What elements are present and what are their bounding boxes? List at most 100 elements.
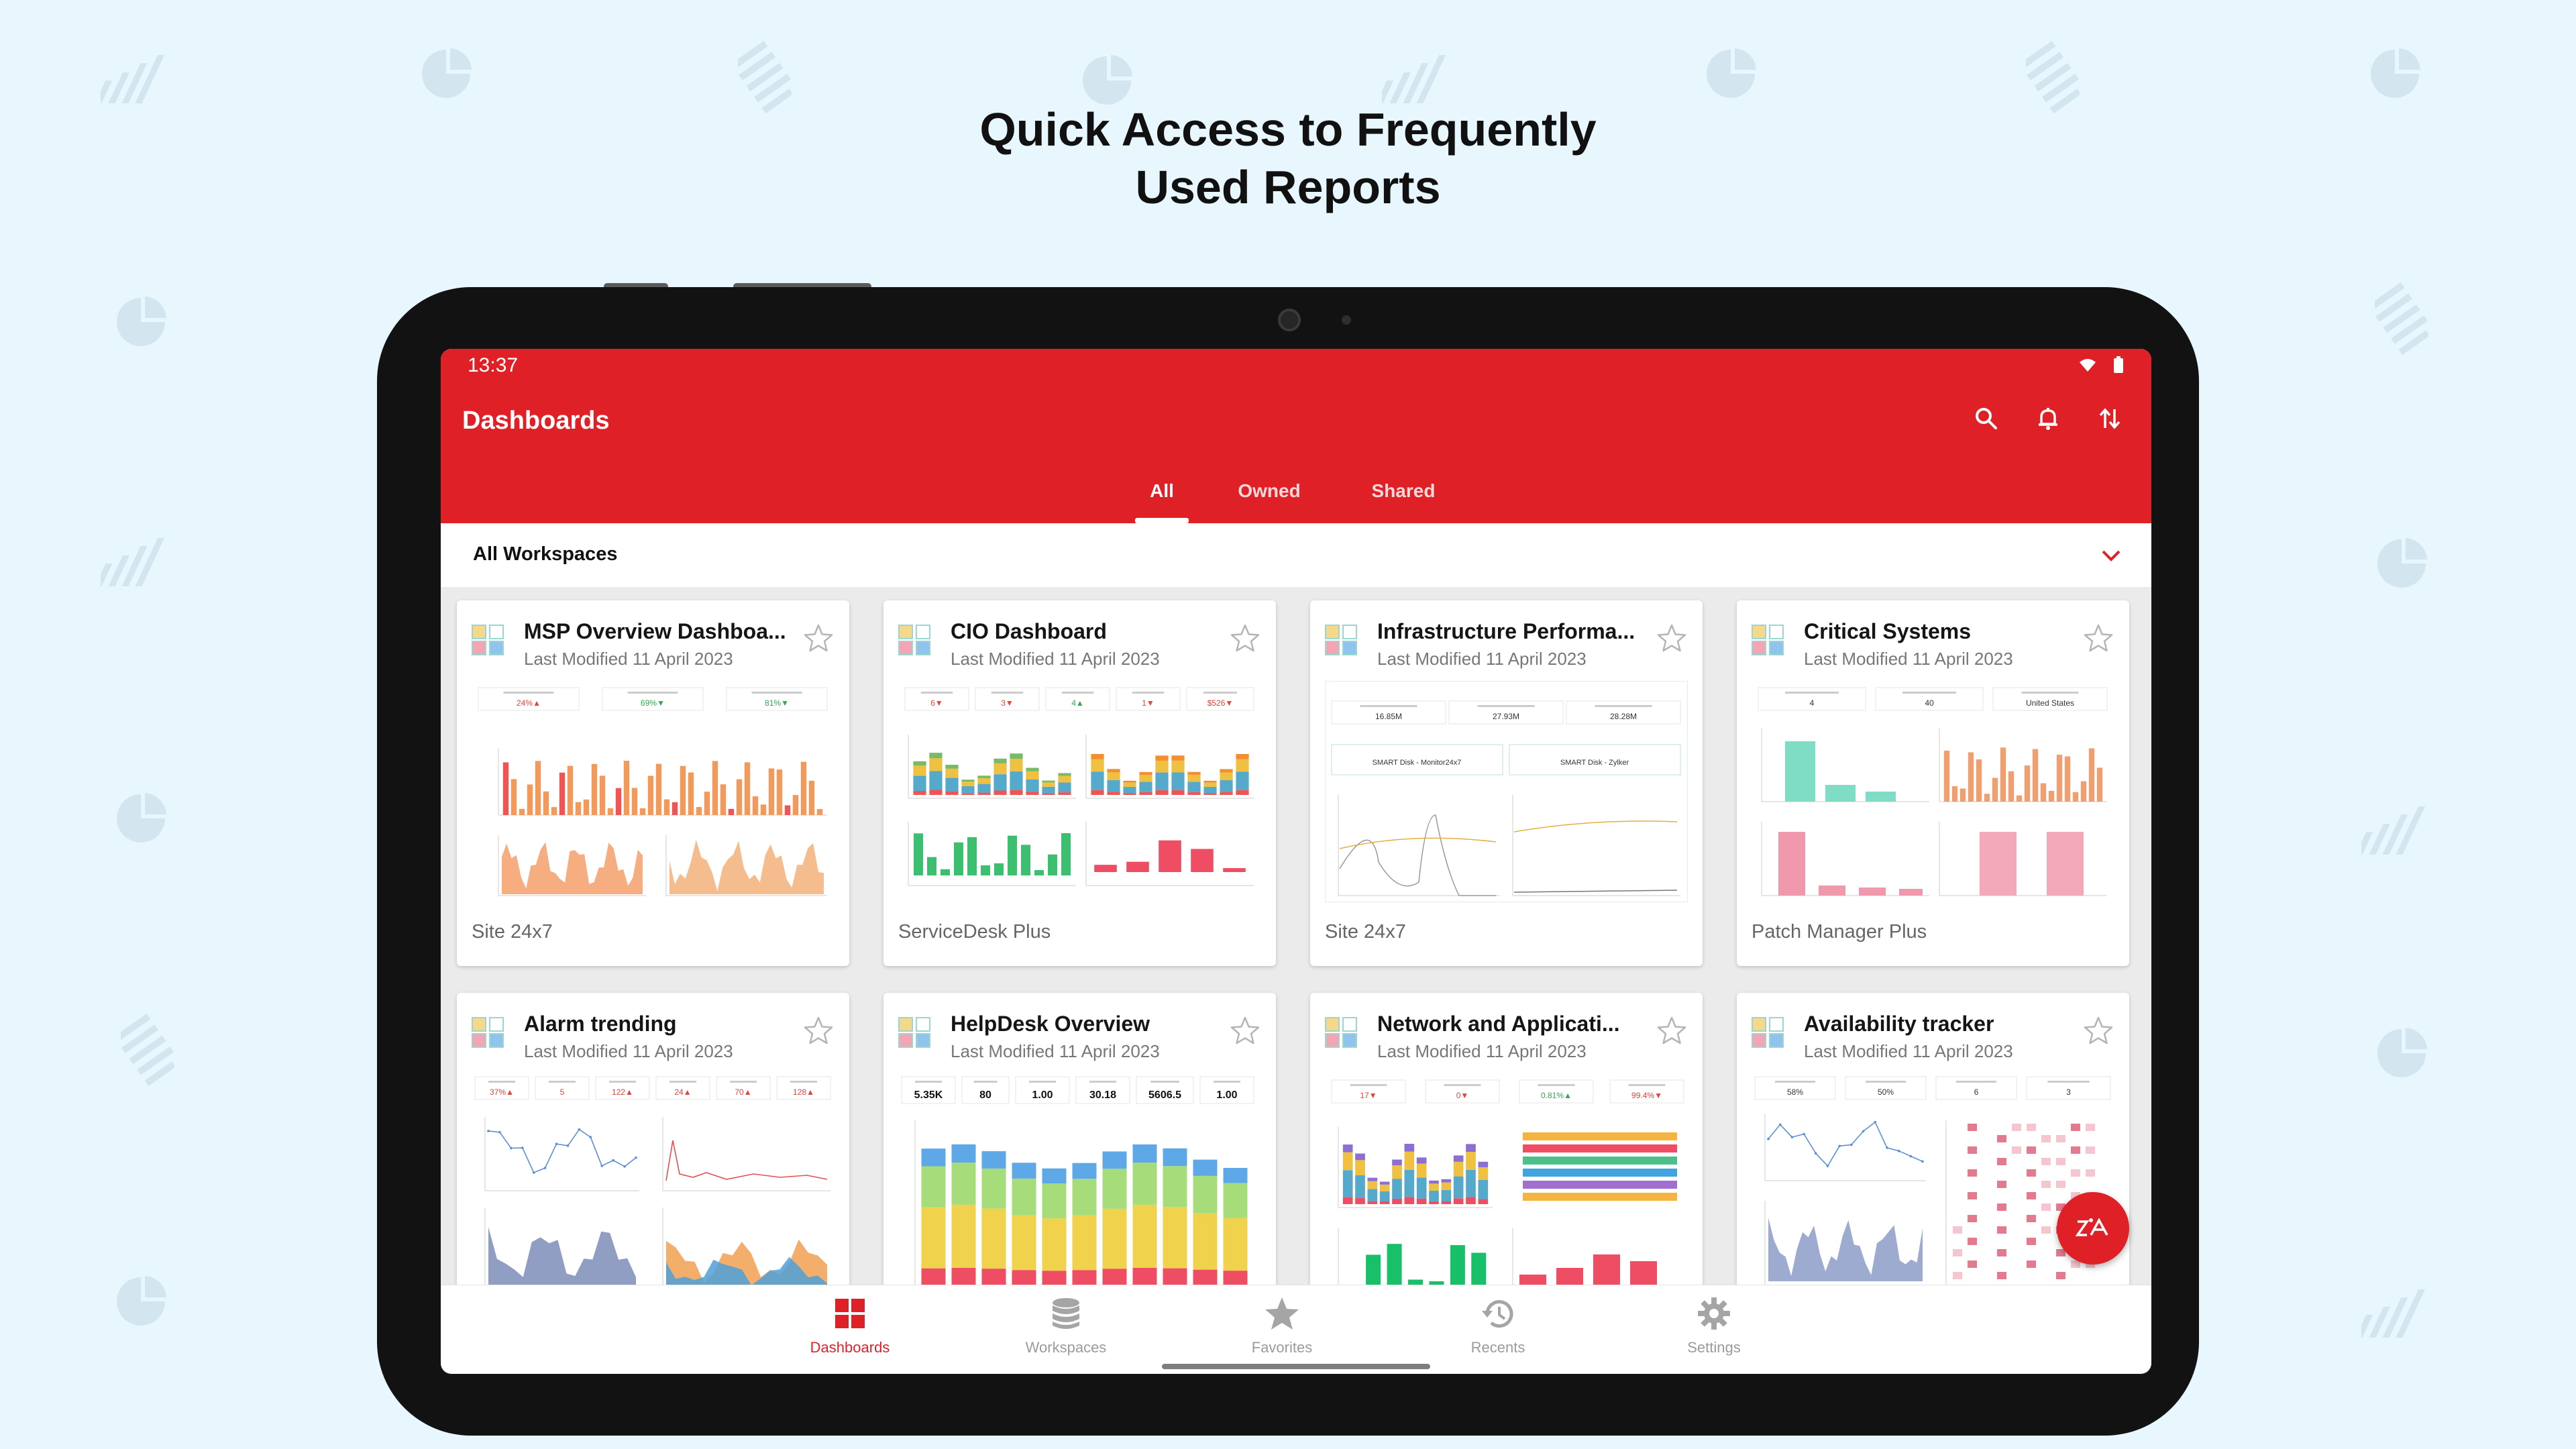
nav-dashboards-label: Dashboards — [810, 1339, 890, 1356]
dashboard-icon — [472, 625, 504, 655]
zia-assistant-button[interactable] — [2057, 1192, 2129, 1265]
svg-text:1.00: 1.00 — [1216, 1089, 1237, 1101]
favorite-star-icon[interactable] — [802, 1014, 835, 1046]
card-source: Site 24x7 — [472, 921, 553, 943]
card-modified-date: Last Modified 11 April 2023 — [524, 1041, 733, 1061]
svg-text:81%▼: 81%▼ — [765, 698, 789, 708]
svg-text:0.81%▲: 0.81%▲ — [1541, 1091, 1572, 1100]
card-title: MSP Overview Dashboa... — [524, 619, 786, 643]
svg-text:17▼: 17▼ — [1360, 1091, 1377, 1100]
tablet-volume-button — [604, 283, 668, 290]
app-bar: 13:37 Dashboards All Owned Shared — [441, 349, 2151, 523]
headline-line-1: Quick Access to Frequently — [979, 103, 1597, 156]
card-source: Patch Manager Plus — [1752, 921, 1927, 943]
svg-text:4: 4 — [1810, 698, 1815, 708]
status-icons — [2078, 356, 2125, 374]
svg-text:58%: 58% — [1787, 1087, 1803, 1097]
search-icon[interactable] — [1972, 404, 2001, 433]
stacked-chart-decor-icon — [731, 40, 794, 117]
dashboard-icon — [1325, 625, 1357, 655]
nav-favorites[interactable]: Favorites — [1215, 1295, 1349, 1356]
svg-text:0▼: 0▼ — [1456, 1091, 1469, 1100]
favorite-star-icon[interactable] — [1229, 622, 1261, 654]
svg-text:30.18: 30.18 — [1089, 1089, 1116, 1101]
nav-recents[interactable]: Recents — [1431, 1295, 1565, 1356]
nav-settings-label: Settings — [1687, 1339, 1741, 1356]
favorite-star-icon[interactable] — [1656, 622, 1688, 654]
sensor-dot — [1342, 315, 1351, 325]
dashboard-thumbnail: 17▼ 0▼ 0.81%▲ 99.4%▼ — [1325, 1073, 1688, 1295]
bell-icon[interactable] — [2033, 404, 2063, 433]
dashboard-icon — [898, 625, 930, 655]
dashboard-thumbnail: 58% 50% 6 3 — [1752, 1073, 2114, 1295]
svg-text:37%▲: 37%▲ — [490, 1087, 514, 1097]
pie-chart-decor-icon — [419, 47, 473, 104]
card-modified-date: Last Modified 11 April 2023 — [951, 1041, 1160, 1061]
star-icon — [1265, 1297, 1299, 1330]
dashboard-thumbnail: 37%▲ 5 122▲ 24▲ 70▲ 128▲ — [472, 1073, 835, 1295]
favorite-star-icon[interactable] — [2082, 622, 2114, 654]
pie-chart-decor-icon — [2375, 537, 2428, 594]
pie-chart-decor-icon — [2368, 47, 2422, 104]
svg-text:70▲: 70▲ — [735, 1087, 751, 1097]
card-title: Critical Systems — [1804, 619, 1972, 643]
card-modified-date: Last Modified 11 April 2023 — [524, 649, 733, 669]
svg-text:69%▼: 69%▼ — [641, 698, 665, 708]
tab-all[interactable]: All — [1122, 470, 1202, 523]
app-actions — [1972, 404, 2125, 433]
headline: Quick Access to Frequently Used Reports — [0, 101, 2576, 216]
bar-chart-decor-icon — [2342, 805, 2435, 862]
card-title: CIO Dashboard — [951, 619, 1107, 643]
svg-text:40: 40 — [1925, 698, 1934, 708]
svg-text:1▼: 1▼ — [1142, 698, 1155, 708]
nav-workspaces[interactable]: Workspaces — [999, 1295, 1133, 1356]
svg-text:5: 5 — [560, 1087, 565, 1097]
camera-icon — [1278, 309, 1301, 331]
sort-icon[interactable] — [2095, 404, 2125, 433]
dashboard-thumbnail: 5.35K 80 1.00 30.18 5606.5 1.00 — [898, 1073, 1261, 1295]
workspace-label: All Workspaces — [473, 543, 618, 565]
svg-text:SMART Disk - Zylker: SMART Disk - Zylker — [1560, 759, 1629, 767]
status-time: 13:37 — [468, 354, 519, 376]
dashboard-card[interactable]: CIO Dashboard Last Modified 11 April 202… — [883, 600, 1276, 966]
headline-line-2: Used Reports — [1135, 161, 1441, 213]
dashboard-thumbnail: 4 40 United States — [1752, 681, 2114, 902]
tab-bar: All Owned Shared — [441, 470, 2151, 523]
pie-chart-decor-icon — [114, 1275, 168, 1332]
tab-shared[interactable]: Shared — [1371, 480, 1436, 501]
zia-assistant-icon — [2075, 1218, 2108, 1236]
nav-settings[interactable]: Settings — [1647, 1295, 1781, 1356]
svg-text:5606.5: 5606.5 — [1148, 1089, 1181, 1101]
svg-text:$526▼: $526▼ — [1208, 698, 1234, 708]
page-title: Dashboards — [462, 407, 610, 435]
svg-text:6▼: 6▼ — [930, 698, 943, 708]
gear-icon — [1698, 1297, 1730, 1330]
pie-chart-decor-icon — [114, 295, 168, 352]
favorite-star-icon[interactable] — [802, 622, 835, 654]
svg-text:1.00: 1.00 — [1032, 1089, 1053, 1101]
chevron-down-icon[interactable] — [2098, 542, 2125, 569]
nav-dashboards[interactable]: Dashboards — [783, 1295, 917, 1356]
dashboard-card[interactable]: MSP Overview Dashboa... Last Modified 11… — [457, 600, 849, 966]
card-source: ServiceDesk Plus — [898, 921, 1051, 943]
wifi-icon — [2080, 359, 2096, 372]
bar-chart-decor-icon — [81, 54, 174, 111]
favorite-star-icon[interactable] — [1656, 1014, 1688, 1046]
card-source: Site 24x7 — [1325, 921, 1406, 943]
svg-text:122▲: 122▲ — [612, 1087, 633, 1097]
card-title: Alarm trending — [524, 1012, 677, 1036]
favorite-star-icon[interactable] — [1229, 1014, 1261, 1046]
dashboard-card[interactable]: Infrastructure Performa... Last Modified… — [1310, 600, 1703, 966]
tab-owned[interactable]: Owned — [1238, 480, 1301, 501]
dashboard-card[interactable]: Critical Systems Last Modified 11 April … — [1737, 600, 2129, 966]
card-title: HelpDesk Overview — [951, 1012, 1150, 1036]
pie-chart-decor-icon — [2375, 1026, 2428, 1083]
svg-text:28.28M: 28.28M — [1610, 712, 1637, 721]
stacked-chart-decor-icon — [2367, 282, 2430, 359]
history-icon — [1482, 1300, 1513, 1328]
pie-chart-decor-icon — [1080, 54, 1134, 111]
favorite-star-icon[interactable] — [2082, 1014, 2114, 1046]
card-modified-date: Last Modified 11 April 2023 — [951, 649, 1160, 669]
workspace-selector[interactable]: All Workspaces — [441, 523, 2151, 587]
database-icon — [1053, 1298, 1079, 1329]
